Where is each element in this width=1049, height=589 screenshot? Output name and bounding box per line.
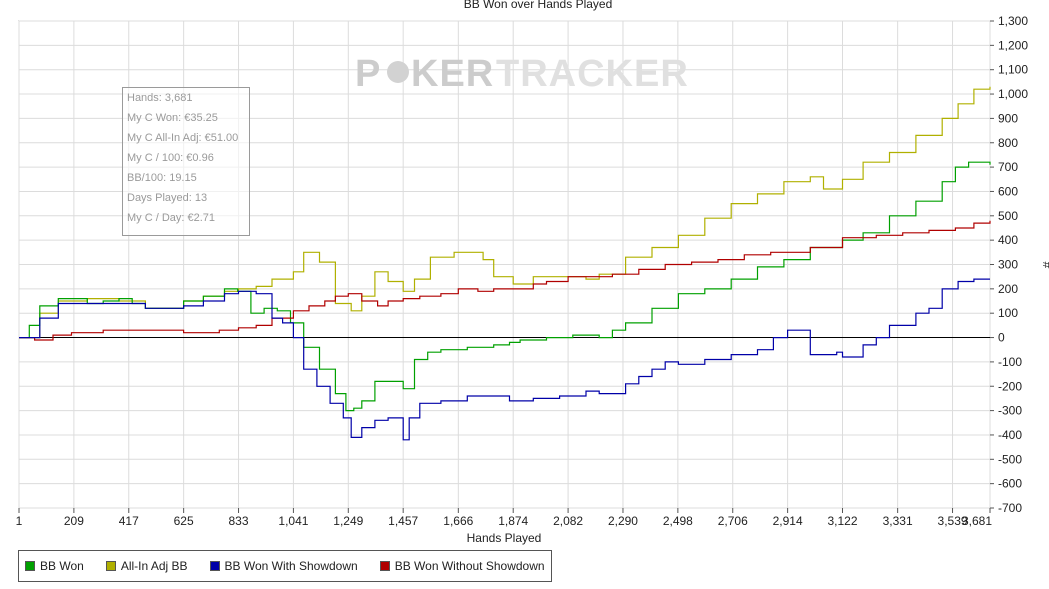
stats-bb-per-100: BB/100: 19.15 xyxy=(127,172,197,184)
y-tick-label: -500 xyxy=(998,452,1022,466)
y-tick-label: 1,300 xyxy=(998,14,1028,28)
legend-label: BB Won xyxy=(40,559,84,573)
legend-item-all-in-adj[interactable]: All-In Adj BB xyxy=(105,559,188,573)
y-tick-label: 500 xyxy=(998,209,1018,223)
stats-per-day: My C / Day: €2.71 xyxy=(127,212,216,224)
legend-swatch xyxy=(379,561,390,571)
y-tick-label: -700 xyxy=(998,501,1022,515)
legend-item-with-showdown[interactable]: BB Won With Showdown xyxy=(209,559,358,573)
legend-item-without-showdown[interactable]: BB Won Without Showdown xyxy=(379,559,545,573)
watermark-tracker: TRACKER xyxy=(496,53,689,95)
watermark: P KER TRACKER xyxy=(355,53,689,95)
stats-won: My C Won: €35.25 xyxy=(127,112,218,124)
x-tick-label: 1,666 xyxy=(443,514,473,528)
x-tick-label: 2,914 xyxy=(773,514,803,528)
y-tick-label: 900 xyxy=(998,111,1018,125)
y-axis-ticks: 1,300 1,200 1,100 1,000 900 800 700 600 500 400 30… xyxy=(990,14,1028,515)
x-tick-label: 3,539 xyxy=(938,514,968,528)
series-bb-won-without-showdown xyxy=(19,220,991,341)
x-tick-label: 1,249 xyxy=(333,514,363,528)
legend-swatch xyxy=(25,561,35,571)
watermark-poker-ker: KER xyxy=(411,53,494,95)
stats-per-100: My C / 100: €0.96 xyxy=(127,152,214,164)
x-tick-label: 833 xyxy=(229,514,249,528)
chart-title: BB Won over Hands Played xyxy=(464,0,613,11)
x-tick-label: 625 xyxy=(174,514,194,528)
y-tick-label: 800 xyxy=(998,136,1018,150)
y-tick-label: 400 xyxy=(998,233,1018,247)
series-bb-won-with-showdown xyxy=(19,278,990,441)
stats-allin-adj: My C All-In Adj: €51.00 xyxy=(127,132,239,144)
y-tick-label: -600 xyxy=(998,477,1022,491)
x-tick-label: 2,082 xyxy=(553,514,583,528)
y-tick-label: 300 xyxy=(998,258,1018,272)
y-tick-label: -200 xyxy=(998,379,1022,393)
y-tick-label: -300 xyxy=(998,404,1022,418)
watermark-spade-icon xyxy=(387,61,409,83)
x-axis-label: Hands Played xyxy=(467,531,542,545)
x-tick-label: 1,457 xyxy=(388,514,418,528)
y-tick-label: 700 xyxy=(998,160,1018,174)
stats-box: Hands: 3,681 My C Won: €35.25 My C All-I… xyxy=(122,87,250,236)
x-tick-label: 1,041 xyxy=(278,514,308,528)
x-tick-label: 1 xyxy=(16,514,23,528)
x-axis-ticks: 1 209 417 625 833 1,041 1,249 1,457 1,666 1,874 2,… xyxy=(16,508,992,528)
legend-label: All-In Adj BB xyxy=(120,559,188,573)
legend-swatch xyxy=(105,561,116,571)
x-tick-label: 209 xyxy=(64,514,84,528)
y-tick-label: 1,000 xyxy=(998,87,1028,101)
y-tick-label: 100 xyxy=(998,306,1018,320)
y-axis-label: # xyxy=(1040,262,1049,269)
y-tick-label: 1,100 xyxy=(998,63,1028,77)
x-tick-label: 2,706 xyxy=(718,514,748,528)
legend-label: BB Won Without Showdown xyxy=(394,559,545,573)
legend-label: BB Won With Showdown xyxy=(224,559,358,573)
x-tick-label: 3,331 xyxy=(883,514,913,528)
x-tick-label: 3,681 xyxy=(962,514,992,528)
legend-item-bb-won[interactable]: BB Won xyxy=(25,559,84,573)
x-tick-label: 2,498 xyxy=(663,514,693,528)
x-tick-label: 1,874 xyxy=(498,514,528,528)
stats-days-played: Days Played: 13 xyxy=(127,192,208,204)
legend-swatch xyxy=(209,561,220,571)
stats-hands: Hands: 3,681 xyxy=(127,92,193,104)
x-tick-label: 3,122 xyxy=(827,514,857,528)
y-tick-label: 200 xyxy=(998,282,1018,296)
legend: BB Won All-In Adj BB BB Won With Showdow… xyxy=(18,550,552,582)
y-tick-label: 600 xyxy=(998,184,1018,198)
y-tick-label: -400 xyxy=(998,428,1022,442)
x-tick-label: 417 xyxy=(119,514,139,528)
watermark-poker-p: P xyxy=(355,53,381,95)
series xyxy=(19,86,991,441)
y-tick-label: -100 xyxy=(998,355,1022,369)
x-tick-label: 2,290 xyxy=(608,514,638,528)
y-tick-label: 1,200 xyxy=(998,38,1028,52)
y-tick-label: 0 xyxy=(998,331,1005,345)
